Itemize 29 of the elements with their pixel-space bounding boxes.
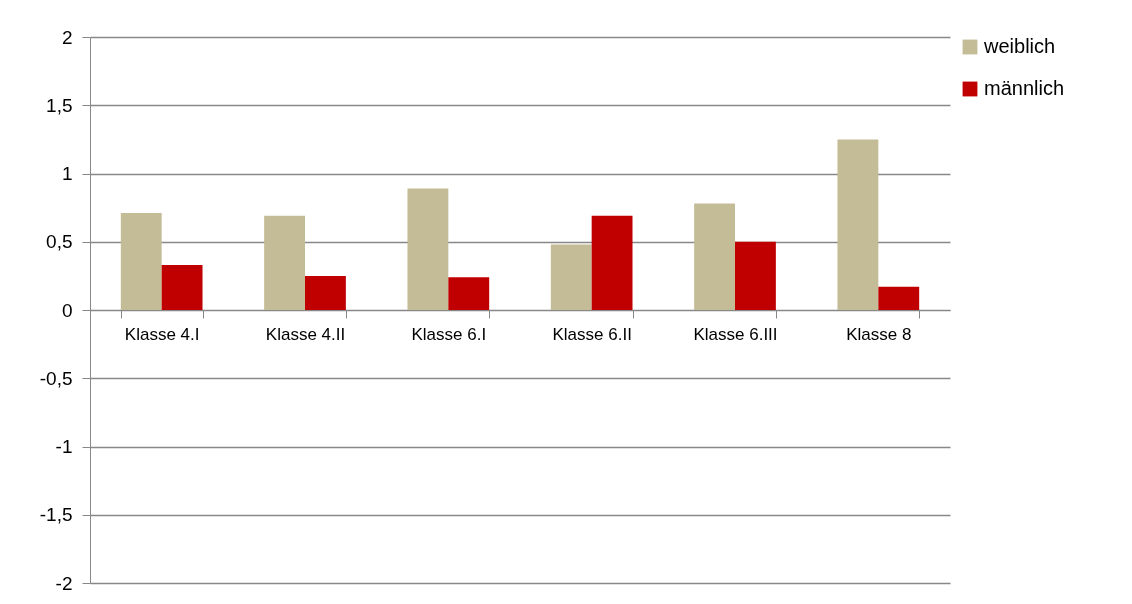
y-tick-label: -0,5 xyxy=(39,367,73,389)
legend-label: männlich xyxy=(984,77,1065,99)
bar xyxy=(878,286,920,310)
bar xyxy=(694,203,735,310)
x-tick-label: Klasse 6.II xyxy=(552,324,632,344)
y-tick-label: -1,5 xyxy=(39,504,73,526)
legend-label: weiblich xyxy=(983,35,1056,57)
x-tick-label: Klasse 8 xyxy=(846,324,912,344)
bar xyxy=(591,215,633,310)
x-tick-label: Klasse 4.I xyxy=(124,324,200,344)
y-tick-label: 0,5 xyxy=(46,231,73,253)
bar xyxy=(550,244,592,310)
x-tick-label: Klasse 6.I xyxy=(411,324,487,344)
bar xyxy=(837,139,879,310)
bar xyxy=(305,275,346,310)
y-tick-label: 0 xyxy=(61,299,73,321)
bar xyxy=(120,213,162,310)
y-tick-label: -2 xyxy=(55,572,73,594)
bar xyxy=(161,264,203,310)
y-tick-label: -1 xyxy=(55,436,73,457)
y-tick-label: 1 xyxy=(61,163,73,184)
y-tick-label: 1,5 xyxy=(46,94,73,116)
bar xyxy=(735,241,776,310)
x-tick-label: Klasse 6.III xyxy=(693,324,778,344)
x-tick-label: Klasse 4.II xyxy=(265,324,346,344)
bar xyxy=(264,215,305,310)
y-tick-label: 2 xyxy=(61,26,73,48)
bar xyxy=(448,277,490,310)
bar xyxy=(407,188,449,310)
